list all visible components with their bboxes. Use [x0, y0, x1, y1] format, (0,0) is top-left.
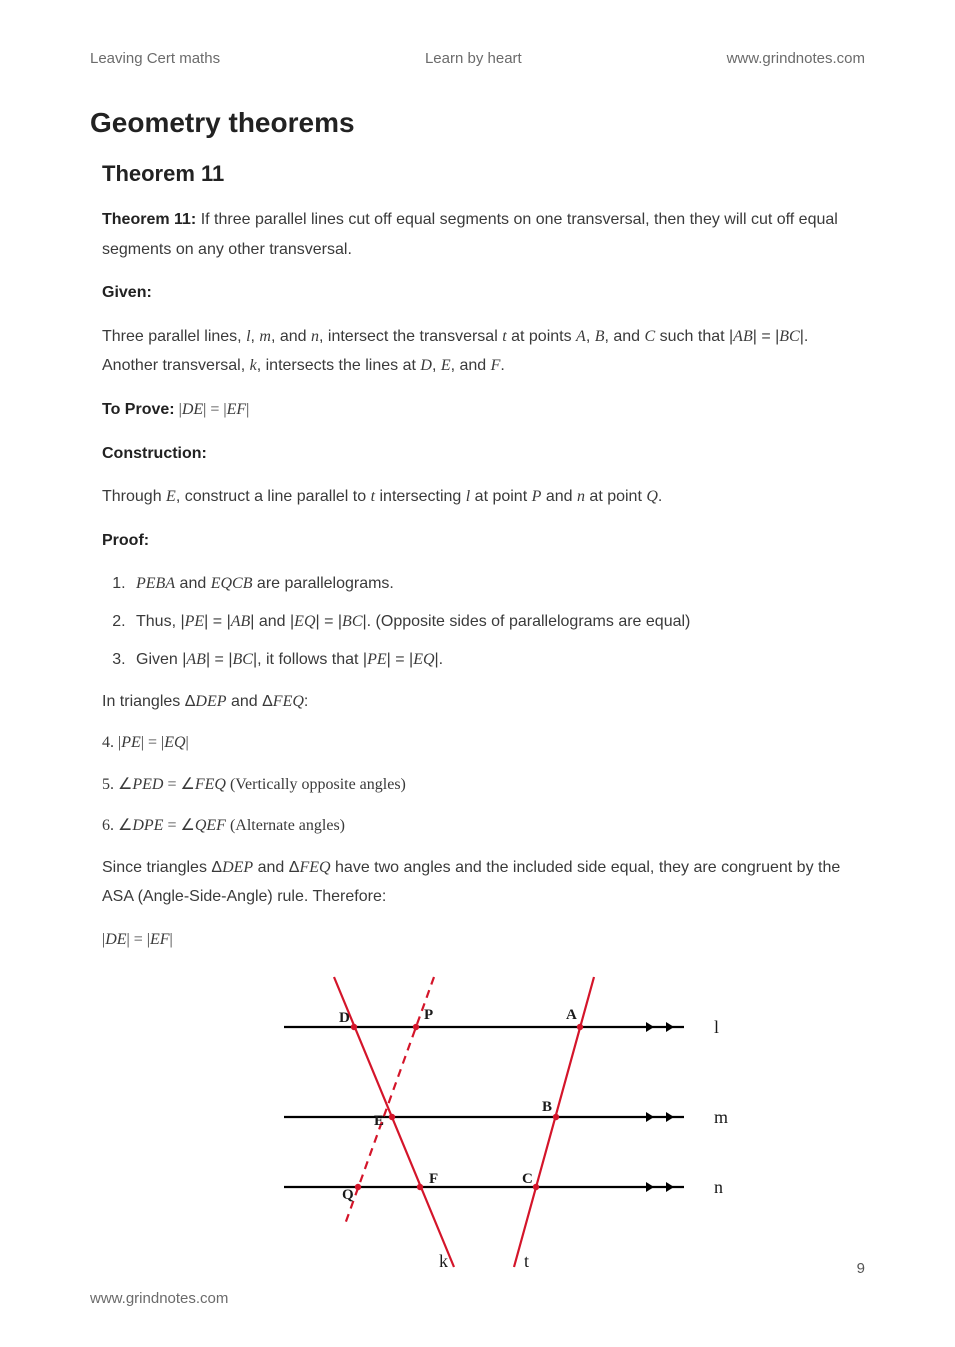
line-label: n: [714, 1177, 723, 1197]
proof-step-5: 5. ∠PED = ∠FEQ (Vertically opposite angl…: [102, 771, 865, 798]
diagram-container: l m n k t D P A E B Q F C: [102, 967, 865, 1287]
theorem-diagram: l m n k t D P A E B Q F C: [224, 967, 744, 1287]
statement-text: If three parallel lines cut off equal se…: [102, 211, 838, 258]
given-text: Three parallel lines, l, m, and n, inter…: [102, 322, 865, 381]
proof-list: PEBA and EQCB are parallelograms. Thus, …: [102, 569, 865, 674]
to-prove-eq: |DE| = |EF|: [175, 401, 250, 418]
arrow-icon: [646, 1112, 654, 1122]
point-marker: [350, 1024, 356, 1030]
conclusion-text: Since triangles ΔDEP and ΔFEQ have two a…: [102, 853, 865, 912]
theorem-heading: Theorem 11: [102, 161, 865, 187]
point-marker: [552, 1114, 558, 1120]
point-marker: [576, 1024, 582, 1030]
point-label: A: [566, 1007, 577, 1023]
page: Leaving Cert maths Learn by heart www.gr…: [0, 0, 955, 1347]
proof-step-1: PEBA and EQCB are parallelograms.: [130, 569, 865, 599]
theorem-body: Theorem 11: If three parallel lines cut …: [102, 205, 865, 1287]
proof-step-2: Thus, |PE| = |AB| and |EQ| = |BC|. (Oppo…: [130, 607, 865, 637]
proof-label: Proof:: [102, 526, 865, 556]
to-prove-label: To Prove:: [102, 401, 175, 418]
line-label: m: [714, 1107, 728, 1127]
construction-text: Through E, construct a line parallel to …: [102, 482, 865, 512]
footer-url: www.grindnotes.com: [90, 1290, 228, 1307]
point-label: E: [374, 1113, 384, 1129]
arrow-icon: [666, 1182, 674, 1192]
point-label: P: [424, 1007, 433, 1023]
transversal-line: [334, 977, 454, 1267]
given-label: Given:: [102, 278, 865, 308]
proof-step-3: Given |AB| = |BC|, it follows that |PE| …: [130, 645, 865, 675]
triangles-intro: In triangles ΔDEP and ΔFEQ:: [102, 688, 865, 715]
point-label: D: [339, 1010, 350, 1026]
proof-step-4: 4. |PE| = |EQ|: [102, 729, 865, 756]
construction-label: Construction:: [102, 439, 865, 469]
arrow-icon: [666, 1022, 674, 1032]
transversal-label: t: [524, 1251, 529, 1271]
page-header: Leaving Cert maths Learn by heart www.gr…: [90, 50, 865, 67]
arrow-icon: [646, 1182, 654, 1192]
transversal-line: [514, 977, 594, 1267]
point-label: F: [429, 1171, 438, 1187]
proof-step-6: 6. ∠DPE = ∠QEF (Alternate angles): [102, 812, 865, 839]
point-label: Q: [342, 1187, 354, 1203]
point-marker: [532, 1184, 538, 1190]
point-label: C: [522, 1171, 533, 1187]
point-marker: [388, 1114, 394, 1120]
page-title: Geometry theorems: [90, 107, 865, 139]
arrow-icon: [646, 1022, 654, 1032]
page-number: 9: [857, 1260, 865, 1277]
statement-label: Theorem 11:: [102, 211, 196, 228]
header-left: Leaving Cert maths: [90, 50, 220, 67]
arrow-icon: [666, 1112, 674, 1122]
point-marker: [416, 1184, 422, 1190]
point-label: B: [542, 1099, 552, 1115]
conclusion-eq: |DE| = |EF|: [102, 926, 865, 953]
transversal-label: k: [439, 1251, 448, 1271]
header-right: www.grindnotes.com: [727, 50, 865, 67]
point-marker: [412, 1024, 418, 1030]
line-label: l: [714, 1017, 719, 1037]
to-prove: To Prove: |DE| = |EF|: [102, 395, 865, 425]
point-marker: [354, 1184, 360, 1190]
header-center: Learn by heart: [425, 50, 522, 67]
theorem-statement: Theorem 11: If three parallel lines cut …: [102, 205, 865, 264]
